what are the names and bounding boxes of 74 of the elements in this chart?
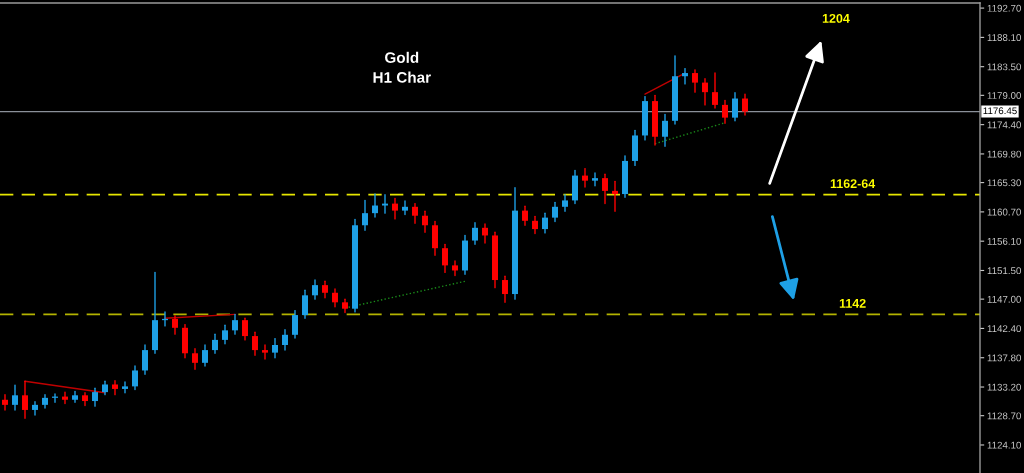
candlestick (402, 200, 408, 216)
candlestick (312, 279, 318, 300)
candlestick (422, 210, 428, 233)
text: Gold H1 Char (373, 51, 431, 83)
candlestick (662, 113, 668, 147)
y-tick-label: 1147.00 (987, 295, 1021, 303)
candlestick (702, 78, 708, 106)
candlestick (472, 222, 478, 246)
candlestick (692, 69, 698, 93)
candlestick (142, 344, 148, 375)
candlestick (112, 379, 118, 396)
y-tick-label: 1174.40 (987, 121, 1021, 129)
y-tick-label: 1169.80 (987, 150, 1021, 158)
candlestick (282, 329, 288, 351)
y-tick-label: 1137.80 (987, 354, 1021, 362)
candlestick (552, 201, 558, 223)
candlestick (582, 167, 588, 188)
candlestick (232, 313, 238, 335)
candlestick (302, 289, 308, 319)
y-tick-label: 1179.00 (987, 92, 1021, 99)
candlestick (362, 199, 368, 232)
candlestick (712, 72, 718, 109)
y-tick-label: 1165.30 (987, 179, 1021, 187)
candlestick (742, 93, 748, 116)
y-tick-label: 1183.50 (987, 63, 1021, 71)
candlestick (252, 331, 258, 356)
candlestick (562, 193, 568, 212)
candlestick (432, 220, 438, 256)
annotation: 1204 (822, 13, 850, 23)
candlestick (192, 348, 198, 370)
candlestick (32, 400, 38, 416)
candlestick (132, 365, 138, 391)
y-tick-label: 1156.10 (987, 237, 1021, 245)
candlestick (62, 391, 68, 405)
y-tick-label: 1151.50 (987, 267, 1021, 275)
candlestick (202, 344, 208, 367)
candlestick (502, 275, 508, 304)
candlestick (122, 381, 128, 394)
candlestick (602, 173, 608, 205)
candlestick (732, 92, 738, 122)
y-tick-label: 1160.70 (987, 208, 1021, 216)
candlestick (372, 193, 378, 218)
candlestick (682, 67, 688, 85)
candlestick (592, 172, 598, 187)
y-tick-label: 1188.10 (987, 34, 1021, 42)
annotation: 1162-64 (830, 179, 876, 189)
candlestick (242, 317, 248, 341)
candlestick (262, 344, 268, 360)
candlestick (212, 333, 218, 354)
candlestick (722, 99, 728, 125)
candlestick (482, 223, 488, 244)
candlestick (382, 193, 388, 214)
candlestick (442, 243, 448, 274)
candlestick (542, 212, 548, 234)
candlestick (612, 180, 618, 212)
candlestick (392, 197, 398, 220)
y-tick-label: 1133.20 (987, 383, 1021, 391)
ref-line-label: 1176.45 (983, 107, 1017, 115)
y-tick-label: 1128.70 (987, 412, 1021, 420)
candlestick (272, 337, 278, 359)
candlestick (2, 393, 8, 411)
y-tick-label: 1192.70 (987, 4, 1021, 12)
candlestick (172, 315, 178, 335)
candlestick (412, 202, 418, 225)
candlestick (72, 390, 78, 404)
y-tick-label: 1142.40 (987, 325, 1021, 333)
candlestick (292, 309, 298, 339)
y-tick-label: 1124.10 (987, 441, 1021, 449)
candlestick (12, 384, 18, 411)
candlestick (452, 260, 458, 277)
candlestick (222, 324, 228, 345)
annotation: 1142 (839, 298, 866, 308)
candlestick (522, 205, 528, 226)
candlestick (22, 380, 28, 419)
